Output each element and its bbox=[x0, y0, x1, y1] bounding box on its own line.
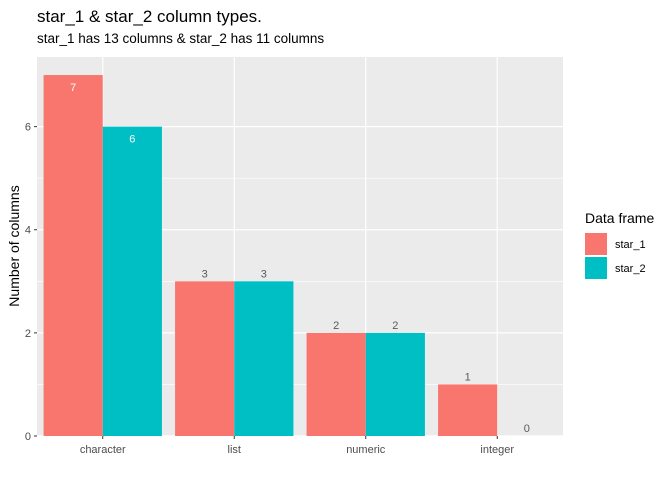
legend: Data frame star_1 star_2 bbox=[585, 210, 654, 279]
bar-star_2-list bbox=[234, 281, 294, 436]
x-tick-label: numeric bbox=[346, 444, 386, 456]
legend-key-star_2 bbox=[585, 257, 607, 279]
y-axis: 0 2 4 6 bbox=[25, 122, 37, 443]
data-label-star_2-numeric: 2 bbox=[392, 320, 398, 332]
bar-star_1-list bbox=[175, 281, 235, 436]
bar-star_2-character bbox=[102, 126, 162, 436]
bar-star_1-numeric bbox=[306, 332, 366, 436]
y-tick-label: 2 bbox=[25, 328, 31, 340]
y-tick-label: 6 bbox=[25, 122, 31, 134]
y-axis-title: Number of columns bbox=[6, 185, 22, 306]
data-label-star_2-list: 3 bbox=[261, 268, 267, 280]
legend-label-star_2: star_2 bbox=[615, 263, 646, 275]
x-axis: character list numeric integer bbox=[80, 436, 514, 456]
data-label-star_2-character: 6 bbox=[129, 134, 135, 146]
y-tick-label: 0 bbox=[25, 431, 31, 443]
bars bbox=[43, 75, 498, 437]
bar-labels: 7 6 3 3 2 2 1 0 bbox=[70, 82, 530, 435]
x-tick-label: integer bbox=[480, 444, 514, 456]
bar-star_1-integer bbox=[438, 384, 498, 436]
chart-subtitle: star_1 has 13 columns & star_2 has 11 co… bbox=[37, 31, 324, 46]
x-tick-label: character bbox=[80, 444, 126, 456]
legend-key-star_1 bbox=[585, 233, 607, 255]
legend-title: Data frame bbox=[585, 210, 654, 226]
data-label-star_1-character: 7 bbox=[70, 82, 76, 94]
data-label-star_2-integer: 0 bbox=[524, 423, 530, 435]
x-tick-label: list bbox=[228, 444, 241, 456]
data-label-star_1-numeric: 2 bbox=[333, 320, 339, 332]
data-label-star_1-integer: 1 bbox=[465, 371, 471, 383]
bar-star_2-numeric bbox=[365, 332, 425, 436]
y-tick-label: 4 bbox=[25, 225, 31, 237]
data-label-star_1-list: 3 bbox=[202, 268, 208, 280]
legend-label-star_1: star_1 bbox=[615, 239, 646, 251]
bar-star_1-character bbox=[43, 75, 103, 437]
chart-title: star_1 & star_2 column types. bbox=[37, 7, 262, 26]
